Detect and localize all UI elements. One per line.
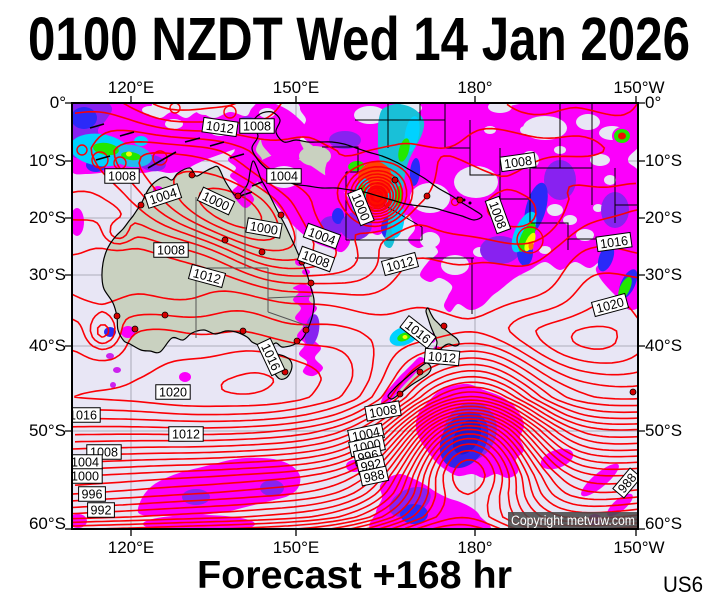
svg-text:1016: 1016	[599, 233, 629, 252]
svg-text:1000: 1000	[249, 218, 279, 238]
svg-text:Forecast +168 hr: Forecast +168 hr	[197, 554, 512, 597]
svg-text:30°S: 30°S	[29, 265, 66, 284]
svg-text:1008: 1008	[108, 169, 136, 184]
svg-text:US6: US6	[663, 572, 703, 597]
svg-text:120°E: 120°E	[108, 78, 155, 97]
svg-text:1008: 1008	[368, 401, 398, 421]
svg-text:Copyright metvuw.com: Copyright metvuw.com	[511, 513, 635, 528]
svg-text:1012: 1012	[172, 427, 200, 442]
svg-text:996: 996	[82, 487, 103, 502]
svg-text:150°E: 150°E	[273, 78, 320, 97]
svg-text:0°: 0°	[50, 93, 66, 112]
svg-text:1020: 1020	[159, 385, 187, 400]
svg-text:1012: 1012	[427, 348, 456, 365]
svg-text:1008: 1008	[157, 243, 185, 258]
svg-text:988: 988	[362, 467, 386, 486]
svg-text:0°: 0°	[645, 93, 661, 112]
svg-text:150°W: 150°W	[613, 538, 664, 557]
svg-text:1000: 1000	[71, 469, 99, 484]
svg-text:1008: 1008	[243, 119, 271, 134]
svg-text:20°S: 20°S	[645, 208, 682, 227]
svg-text:1004: 1004	[270, 169, 298, 184]
svg-text:992: 992	[91, 503, 112, 518]
svg-text:150°E: 150°E	[273, 538, 320, 557]
svg-text:30°S: 30°S	[645, 265, 682, 284]
svg-text:10°S: 10°S	[29, 151, 66, 170]
svg-text:50°S: 50°S	[29, 421, 66, 440]
svg-text:1008: 1008	[503, 153, 533, 172]
svg-text:60°S: 60°S	[645, 514, 682, 533]
svg-text:1020: 1020	[595, 294, 626, 316]
svg-text:1012: 1012	[205, 118, 235, 137]
svg-text:60°S: 60°S	[29, 514, 66, 533]
svg-text:1012: 1012	[385, 253, 416, 275]
svg-text:120°E: 120°E	[108, 538, 155, 557]
svg-text:10°S: 10°S	[645, 151, 682, 170]
svg-text:50°S: 50°S	[645, 421, 682, 440]
svg-text:40°S: 40°S	[29, 336, 66, 355]
svg-text:40°S: 40°S	[645, 336, 682, 355]
svg-text:20°S: 20°S	[29, 208, 66, 227]
svg-text:180°: 180°	[457, 78, 492, 97]
svg-text:1012: 1012	[192, 265, 223, 287]
svg-text:1004: 1004	[71, 455, 99, 470]
svg-text:1016: 1016	[69, 408, 97, 423]
svg-text:150°W: 150°W	[613, 78, 664, 97]
svg-text:180°: 180°	[457, 538, 492, 557]
svg-text:0100 NZDT Wed 14 Jan 2026: 0100 NZDT Wed 14 Jan 2026	[28, 5, 690, 73]
